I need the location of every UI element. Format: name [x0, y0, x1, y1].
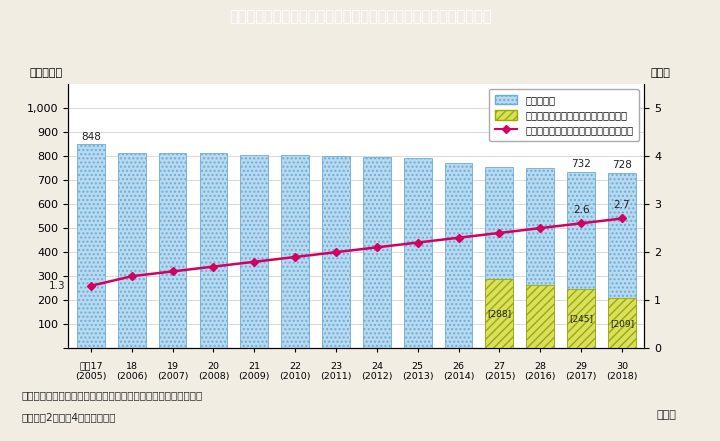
Text: 18: 18 — [126, 362, 138, 370]
Text: (2015): (2015) — [484, 373, 515, 381]
Bar — [608, 173, 636, 348]
Text: (2016): (2016) — [524, 373, 556, 381]
Bar — [77, 144, 104, 348]
Text: 21: 21 — [248, 362, 260, 370]
Legend: 消防本部数, うち女性消防吏員がいない消防本部数, 消防吏員に占める女性の割合（右目盛）: 消防本部数, うち女性消防吏員がいない消防本部数, 消防吏員に占める女性の割合（… — [490, 89, 639, 142]
Text: 30: 30 — [616, 362, 628, 370]
Text: 728: 728 — [612, 161, 632, 170]
Bar — [567, 172, 595, 348]
Text: 732: 732 — [571, 160, 591, 169]
Text: (2010): (2010) — [279, 373, 311, 381]
Text: (2006): (2006) — [116, 373, 148, 381]
Text: （本部数）: （本部数） — [30, 68, 63, 78]
Text: (2007): (2007) — [157, 373, 189, 381]
Text: （備考）１．消防庁「消防防災・震災対策現況調査」より作成。: （備考）１．消防庁「消防防災・震災対策現況調査」より作成。 — [22, 390, 203, 400]
Text: 1.3: 1.3 — [49, 281, 66, 291]
Text: (2005): (2005) — [75, 373, 107, 381]
Text: Ｉ－４－７図　消防本部数及び消防吏員に占める女性の割合の推移: Ｉ－４－７図 消防本部数及び消防吏員に占める女性の割合の推移 — [229, 9, 491, 24]
Text: (2018): (2018) — [606, 373, 638, 381]
Bar — [485, 168, 513, 348]
Bar — [240, 156, 268, 348]
Text: 20: 20 — [207, 362, 220, 370]
Bar — [282, 156, 309, 348]
Bar — [404, 158, 431, 348]
Bar — [485, 279, 513, 348]
Bar — [363, 157, 391, 348]
Text: [245]: [245] — [569, 314, 593, 323]
Text: （％）: （％） — [650, 68, 670, 78]
Text: (2012): (2012) — [361, 373, 392, 381]
Text: (2009): (2009) — [238, 373, 270, 381]
Text: 25: 25 — [412, 362, 423, 370]
Text: 848: 848 — [81, 131, 101, 142]
Bar — [199, 153, 228, 348]
Text: (2014): (2014) — [443, 373, 474, 381]
Bar — [567, 289, 595, 348]
Text: 2.7: 2.7 — [613, 200, 630, 210]
Text: (2013): (2013) — [402, 373, 433, 381]
Bar — [526, 284, 554, 348]
Bar — [322, 156, 350, 348]
Bar — [445, 163, 472, 348]
Bar — [526, 168, 554, 348]
Text: 24: 24 — [371, 362, 383, 370]
Text: (2008): (2008) — [198, 373, 229, 381]
Text: 19: 19 — [166, 362, 179, 370]
Text: [288]: [288] — [487, 309, 511, 318]
Text: (2017): (2017) — [565, 373, 597, 381]
Bar — [608, 298, 636, 348]
Text: 23: 23 — [330, 362, 342, 370]
Text: 平成17: 平成17 — [79, 362, 103, 370]
Text: 2.6: 2.6 — [573, 205, 590, 215]
Text: 29: 29 — [575, 362, 587, 370]
Text: 27: 27 — [493, 362, 505, 370]
Text: (2011): (2011) — [320, 373, 352, 381]
Bar — [158, 153, 186, 348]
Text: 28: 28 — [534, 362, 546, 370]
Text: [209]: [209] — [610, 319, 634, 328]
Text: （年）: （年） — [657, 410, 677, 420]
Bar — [118, 153, 145, 348]
Text: 26: 26 — [453, 362, 464, 370]
Text: 22: 22 — [289, 362, 301, 370]
Text: 2．各年4月１日現在。: 2．各年4月１日現在。 — [22, 412, 116, 422]
